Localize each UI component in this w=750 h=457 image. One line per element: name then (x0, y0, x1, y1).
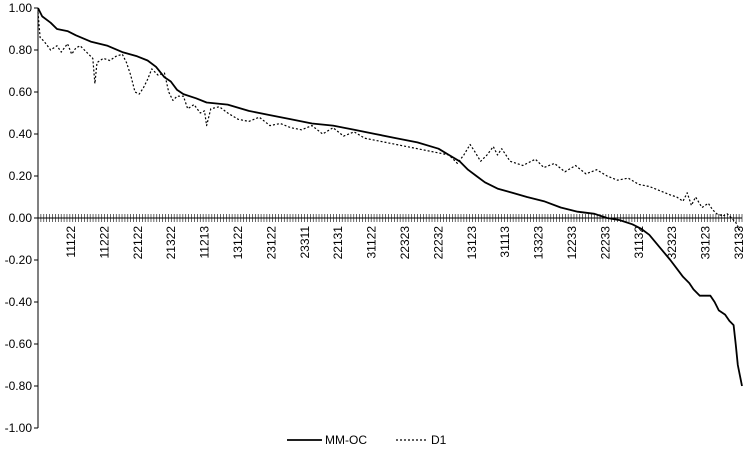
y-tick-label: 0.80 (9, 43, 33, 57)
x-tick-label: 23311 (298, 226, 312, 259)
x-tick-label: 22122 (131, 226, 145, 260)
x-tick-label: 21322 (164, 226, 178, 260)
y-tick-label: 0.20 (9, 169, 33, 183)
y-tick-label: 1.00 (9, 1, 33, 15)
series-line-mm-oc (37, 7, 743, 387)
x-tick-label: 31113 (498, 226, 512, 258)
y-axis: 1.00 0.80 0.60 0.40 0.20 0.00 -0.20 -0.40 -0.60 -… (5, 1, 39, 435)
x-tick-label: 13122 (231, 226, 245, 260)
y-tick-label: 0.60 (9, 85, 33, 99)
x-tick-label: 11122 (64, 226, 78, 258)
legend-label-d1: D1 (431, 433, 447, 447)
y-tick-label: 0.00 (9, 211, 33, 225)
y-tick-label: -0.80 (5, 379, 33, 393)
x-tick-label: 32323 (665, 226, 679, 260)
x-tick-label: 33123 (699, 226, 713, 260)
x-tick-label: 11213 (198, 226, 212, 259)
series-line-d1 (37, 12, 741, 231)
x-tick-label: 13123 (465, 226, 479, 260)
y-tick-label: -0.20 (5, 253, 33, 267)
legend-label-mm-oc: MM-OC (325, 433, 367, 447)
x-tick-label: 22131 (331, 226, 345, 260)
x-tick-label: 31122 (365, 226, 379, 259)
y-tick-label: -0.60 (5, 337, 33, 351)
x-axis: 11122 11222 22122 21322 11213 13122 23122 23311… (37, 214, 746, 260)
x-tick-label: 12233 (565, 226, 579, 260)
x-tick-label: 31132 (632, 226, 646, 259)
x-tick-label: 22233 (598, 226, 612, 260)
x-tick-label: 22232 (431, 226, 445, 260)
legend: MM-OC D1 (287, 433, 447, 447)
x-tick-label: 32133 (732, 226, 746, 260)
series-layer (37, 7, 743, 387)
x-tick-label: 13323 (532, 226, 546, 260)
y-tick-label: -1.00 (5, 421, 33, 435)
y-tick-label: -0.40 (5, 295, 33, 309)
x-tick-label: 23122 (264, 226, 278, 260)
x-tick-label: 11222 (97, 226, 111, 259)
y-tick-label: 0.40 (9, 127, 33, 141)
x-tick-label: 22323 (398, 226, 412, 260)
